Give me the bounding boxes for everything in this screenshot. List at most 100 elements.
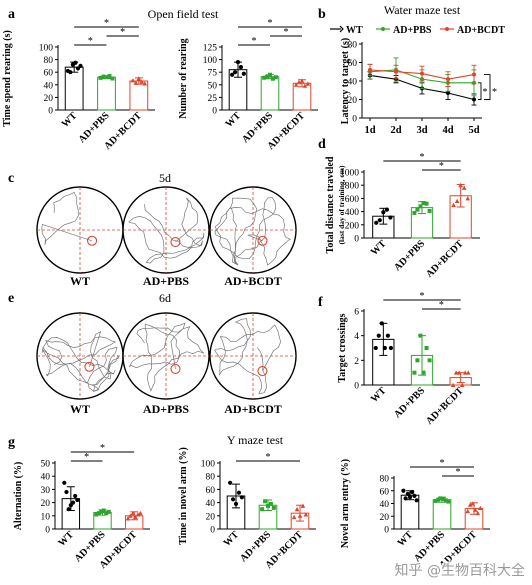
data-point: [96, 511, 101, 516]
platform-marker: [86, 235, 98, 246]
swim-path: [128, 197, 205, 264]
data-point: [412, 493, 417, 498]
data-point: [291, 514, 297, 520]
bar: [64, 66, 84, 111]
swim-path: [41, 330, 120, 393]
y-tick-label: 40: [380, 500, 390, 510]
data-point: [230, 72, 235, 77]
y-tick-label: 80: [380, 475, 390, 485]
data-point: [125, 516, 131, 521]
data-point: [403, 496, 408, 501]
significance-bracket: [478, 82, 482, 100]
y-maze-title: Y maze test: [227, 433, 284, 447]
y-tick-label: 0: [45, 526, 50, 536]
data-point: [412, 370, 417, 375]
significance-star: *: [84, 452, 89, 463]
bar: [260, 76, 280, 111]
data-point: [443, 498, 448, 503]
data-point: [101, 508, 106, 513]
data-point: [414, 498, 419, 503]
data-point: [418, 204, 423, 209]
x-tick-label: WT: [396, 529, 416, 549]
y-tick-label: 20: [380, 513, 390, 523]
x-tick-label: WT: [60, 110, 80, 130]
y-tick-label: 80: [206, 473, 216, 483]
open-field-title: Open field test: [148, 7, 219, 21]
track-c-label-pbs: AD+PBS: [143, 274, 190, 288]
y-tick-label: 100: [203, 56, 218, 66]
y-tick-label: 0: [352, 115, 357, 125]
platform-marker: [257, 365, 268, 377]
y-tick-label: 400: [345, 208, 360, 218]
significance-star: *: [439, 300, 444, 311]
y-tick-label: 80: [348, 41, 358, 51]
data-point: [98, 75, 103, 80]
panel-letter-d: d: [318, 137, 326, 152]
data-point: [382, 345, 387, 351]
data-point: [450, 382, 456, 387]
significance-bracket: [484, 74, 491, 100]
data-point: [78, 63, 83, 68]
panel-letter-b: b: [318, 7, 326, 22]
legend-bcdt-label: AD+BCDT: [457, 25, 505, 36]
y-tick-label: 0: [384, 526, 389, 536]
data-point: [106, 509, 111, 514]
data-point: [136, 76, 142, 81]
significance-star: *: [483, 87, 488, 98]
y-tick-label: 50: [41, 460, 51, 470]
panel-letter-c: c: [8, 171, 14, 186]
data-point: [296, 79, 302, 85]
data-point: [374, 220, 379, 225]
data-point: [472, 507, 478, 512]
watermark: 知乎 @生物百科大全: [395, 562, 525, 579]
y-tick-label: 40: [206, 499, 216, 509]
x-tick-label: AD+PBS: [392, 385, 427, 420]
data-point: [415, 358, 420, 363]
x-tick-label: 3d: [416, 125, 427, 136]
y-tick-label: 20: [206, 512, 216, 522]
track-plots-5d: [36, 186, 297, 274]
water-maze-title: Water maze test: [384, 3, 461, 17]
panel-letter-e: e: [8, 291, 14, 306]
x-tick-label: WT: [222, 529, 242, 549]
significance-star: *: [420, 291, 425, 302]
data-point: [302, 83, 308, 88]
panel-letter-a: a: [8, 7, 15, 22]
data-point: [138, 510, 143, 516]
data-point: [73, 493, 78, 499]
x-tick-label: 5d: [468, 125, 479, 136]
data-point: [477, 505, 483, 510]
y-tick-label: 0: [210, 526, 215, 536]
swim-path: [41, 192, 93, 245]
data-point: [472, 97, 476, 102]
panel-letter-f: f: [318, 295, 323, 310]
x-tick-label: WT: [56, 529, 76, 549]
data-point: [128, 513, 133, 518]
data-point: [446, 499, 451, 504]
legend-b: WT AD+PBS AD+BCDT: [330, 25, 505, 36]
y-axis-label: Target crossings: [337, 313, 348, 382]
data-point: [107, 73, 112, 78]
data-point: [467, 502, 473, 507]
track-plot-c-wt: [36, 186, 124, 274]
data-point: [373, 345, 378, 351]
y-axis-label: Time spend rearing (s): [2, 30, 13, 127]
data-point: [462, 370, 468, 375]
data-point: [420, 71, 424, 76]
data-point: [235, 60, 241, 65]
platform-marker: [170, 363, 181, 374]
data-point: [68, 70, 73, 75]
data-point: [233, 501, 239, 507]
platform-marker: [84, 361, 95, 372]
data-point: [130, 510, 136, 516]
y-tick-label: 20: [41, 499, 51, 509]
data-point: [368, 67, 372, 72]
y-tick-label: 40: [41, 473, 51, 483]
data-point: [232, 70, 238, 75]
significance-star: *: [120, 27, 125, 38]
